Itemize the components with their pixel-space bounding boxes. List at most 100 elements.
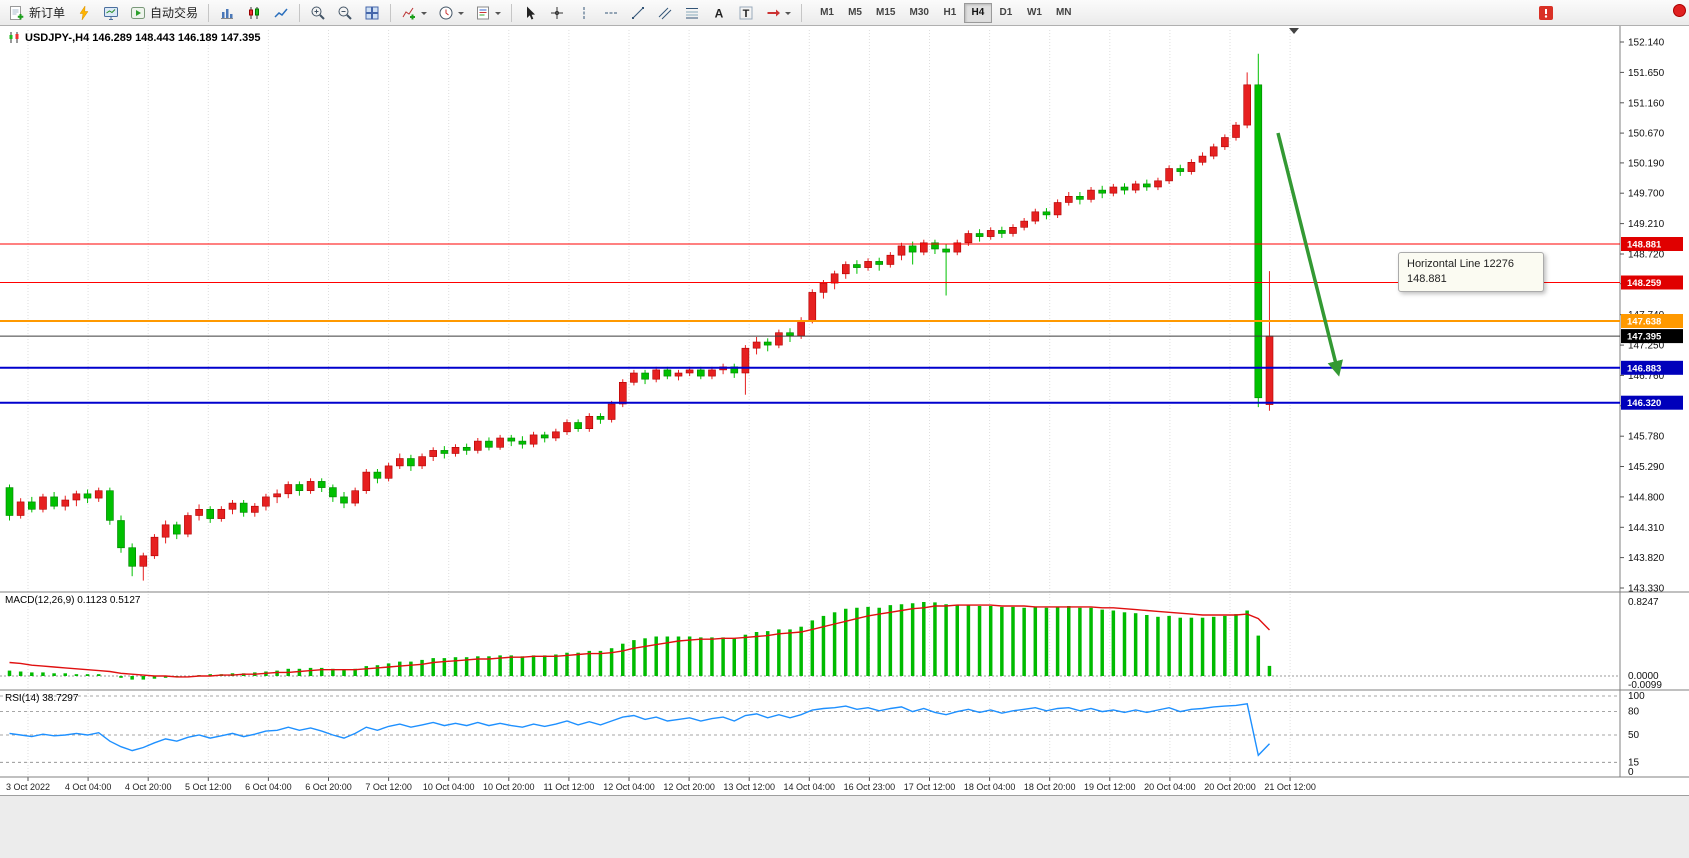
svg-text:146.883: 146.883 bbox=[1627, 363, 1661, 374]
svg-text:18 Oct 04:00: 18 Oct 04:00 bbox=[964, 782, 1016, 792]
hline-tooltip-price: 148.881 bbox=[1407, 273, 1447, 285]
arrow-tool-icon bbox=[767, 9, 781, 16]
channel-icon bbox=[658, 7, 672, 19]
timeframe-m30-button[interactable]: M30 bbox=[902, 3, 935, 23]
periods-button[interactable] bbox=[433, 2, 469, 24]
tile-windows-button[interactable] bbox=[359, 2, 385, 24]
timeframe-h4-button[interactable]: H4 bbox=[963, 2, 992, 23]
chart-window-icon bbox=[9, 32, 19, 43]
hline-tooltip-name: Horizontal Line 12276 bbox=[1407, 258, 1515, 270]
timeframe-toolbar: M1 M5 M15 M30 H1 H4 D1 W1 MN bbox=[813, 2, 1079, 23]
new-order-label: 新订单 bbox=[29, 6, 66, 20]
svg-text:143.820: 143.820 bbox=[1628, 553, 1665, 564]
svg-text:144.800: 144.800 bbox=[1628, 492, 1665, 503]
timeframe-m1-button[interactable]: M1 bbox=[813, 3, 841, 23]
toolbar-separator bbox=[299, 3, 301, 22]
svg-text:143.330: 143.330 bbox=[1628, 584, 1665, 595]
svg-text:19 Oct 12:00: 19 Oct 12:00 bbox=[1084, 782, 1136, 792]
svg-text:151.160: 151.160 bbox=[1628, 98, 1665, 109]
line-chart-icon bbox=[274, 8, 288, 18]
time-axis-hit-area[interactable] bbox=[0, 777, 1620, 795]
price-label-badge bbox=[1621, 314, 1683, 328]
vertical-line-icon bbox=[583, 6, 585, 19]
svg-text:-0.0099: -0.0099 bbox=[1628, 680, 1662, 691]
svg-text:0: 0 bbox=[1628, 767, 1634, 778]
svg-text:149.210: 149.210 bbox=[1628, 219, 1665, 230]
trendline-tool-button[interactable] bbox=[625, 2, 651, 24]
zoom-out-button[interactable] bbox=[332, 2, 358, 24]
chart-shift-marker[interactable] bbox=[1289, 28, 1299, 34]
label-tool-button[interactable]: T bbox=[733, 2, 759, 24]
price-label-badge bbox=[1621, 275, 1683, 290]
alert-button[interactable] bbox=[1533, 2, 1559, 24]
toolbar-separator bbox=[208, 3, 210, 22]
svg-text:13 Oct 12:00: 13 Oct 12:00 bbox=[723, 782, 775, 792]
chart-line-button[interactable] bbox=[268, 2, 294, 24]
time-axis[interactable]: 3 Oct 2022 4 Oct 04:00 4 Oct 20:00 5 Oct 12… bbox=[6, 777, 1316, 792]
templates-button[interactable] bbox=[470, 2, 506, 24]
hline-tooltip: Horizontal Line 12276 148.881 bbox=[1398, 252, 1544, 292]
svg-text:100: 100 bbox=[1628, 691, 1645, 702]
toolbar-separator bbox=[801, 3, 803, 22]
chart-candles-button[interactable] bbox=[241, 2, 267, 24]
text-tool-icon: A bbox=[715, 6, 724, 20]
svg-text:4 Oct 04:00: 4 Oct 04:00 bbox=[65, 782, 112, 792]
horizontal-line-objects[interactable]: 148.881 148.259 147.638 147.395 146.883 146.3… bbox=[0, 237, 1683, 410]
template-icon bbox=[477, 6, 490, 19]
indicators-button[interactable] bbox=[396, 2, 432, 24]
svg-text:150.190: 150.190 bbox=[1628, 158, 1665, 169]
channel-tool-button[interactable] bbox=[652, 2, 678, 24]
svg-text:145.290: 145.290 bbox=[1628, 462, 1665, 473]
metaeditor-button[interactable] bbox=[71, 2, 97, 24]
notification-badge[interactable] bbox=[1673, 4, 1686, 17]
timeframe-m5-button[interactable]: M5 bbox=[841, 3, 869, 23]
svg-text:20 Oct 04:00: 20 Oct 04:00 bbox=[1144, 782, 1196, 792]
horizontal-line-icon bbox=[605, 12, 618, 13]
svg-text:15: 15 bbox=[1628, 757, 1640, 768]
crosshair-tool-button[interactable] bbox=[544, 2, 570, 24]
timeframe-m15-button[interactable]: M15 bbox=[869, 3, 902, 23]
timeframe-d1-button[interactable]: D1 bbox=[992, 3, 1020, 23]
svg-text:152.140: 152.140 bbox=[1628, 38, 1665, 49]
fibonacci-tool-button[interactable] bbox=[679, 2, 705, 24]
macd-pane: 0.8247 0.0000-0.0099 bbox=[0, 597, 1662, 691]
arrows-tool-button[interactable] bbox=[760, 2, 796, 24]
autotrading-button[interactable]: 自动交易 bbox=[125, 2, 203, 24]
svg-text:148.259: 148.259 bbox=[1627, 278, 1661, 289]
svg-text:0.8247: 0.8247 bbox=[1628, 597, 1659, 608]
svg-text:149.700: 149.700 bbox=[1628, 189, 1665, 200]
svg-text:21 Oct 12:00: 21 Oct 12:00 bbox=[1264, 782, 1316, 792]
svg-text:4 Oct 20:00: 4 Oct 20:00 bbox=[125, 782, 172, 792]
svg-text:0.0000: 0.0000 bbox=[1628, 671, 1659, 682]
svg-text:80: 80 bbox=[1628, 707, 1640, 718]
down-arrow-annotation[interactable] bbox=[1276, 132, 1343, 377]
terminal-button[interactable] bbox=[98, 2, 124, 24]
text-tool-button[interactable]: A bbox=[706, 2, 732, 24]
zoom-in-icon bbox=[311, 6, 325, 20]
cursor-icon bbox=[527, 6, 536, 19]
candlesticks bbox=[5, 53, 1274, 581]
svg-text:145.780: 145.780 bbox=[1628, 432, 1665, 443]
price-axis-hit-area[interactable] bbox=[1620, 26, 1689, 777]
svg-text:7 Oct 12:00: 7 Oct 12:00 bbox=[365, 782, 412, 792]
autotrading-icon bbox=[131, 6, 146, 19]
vertical-line-tool-button[interactable] bbox=[571, 2, 597, 24]
svg-text:5 Oct 12:00: 5 Oct 12:00 bbox=[185, 782, 232, 792]
new-order-icon bbox=[10, 5, 24, 20]
chart-bars-button[interactable] bbox=[214, 2, 240, 24]
cursor-tool-button[interactable] bbox=[517, 2, 543, 24]
horizontal-line-tool-button[interactable] bbox=[598, 2, 624, 24]
timeframe-h1-button[interactable]: H1 bbox=[936, 3, 964, 23]
autotrading-label: 自动交易 bbox=[150, 6, 199, 20]
label-tool-icon: T bbox=[739, 6, 753, 20]
zoom-in-button[interactable] bbox=[305, 2, 331, 24]
svg-text:12 Oct 04:00: 12 Oct 04:00 bbox=[603, 782, 655, 792]
chart-title: USDJPY-,H4 146.289 148.443 146.189 147.3… bbox=[8, 31, 260, 44]
caret-down-icon bbox=[458, 11, 465, 18]
timeframe-w1-button[interactable]: W1 bbox=[1020, 3, 1049, 23]
new-order-button[interactable]: 新订单 bbox=[4, 2, 70, 24]
svg-text:20 Oct 20:00: 20 Oct 20:00 bbox=[1204, 782, 1256, 792]
svg-text:3 Oct 2022: 3 Oct 2022 bbox=[6, 782, 50, 792]
timeframe-mn-button[interactable]: MN bbox=[1049, 3, 1079, 23]
